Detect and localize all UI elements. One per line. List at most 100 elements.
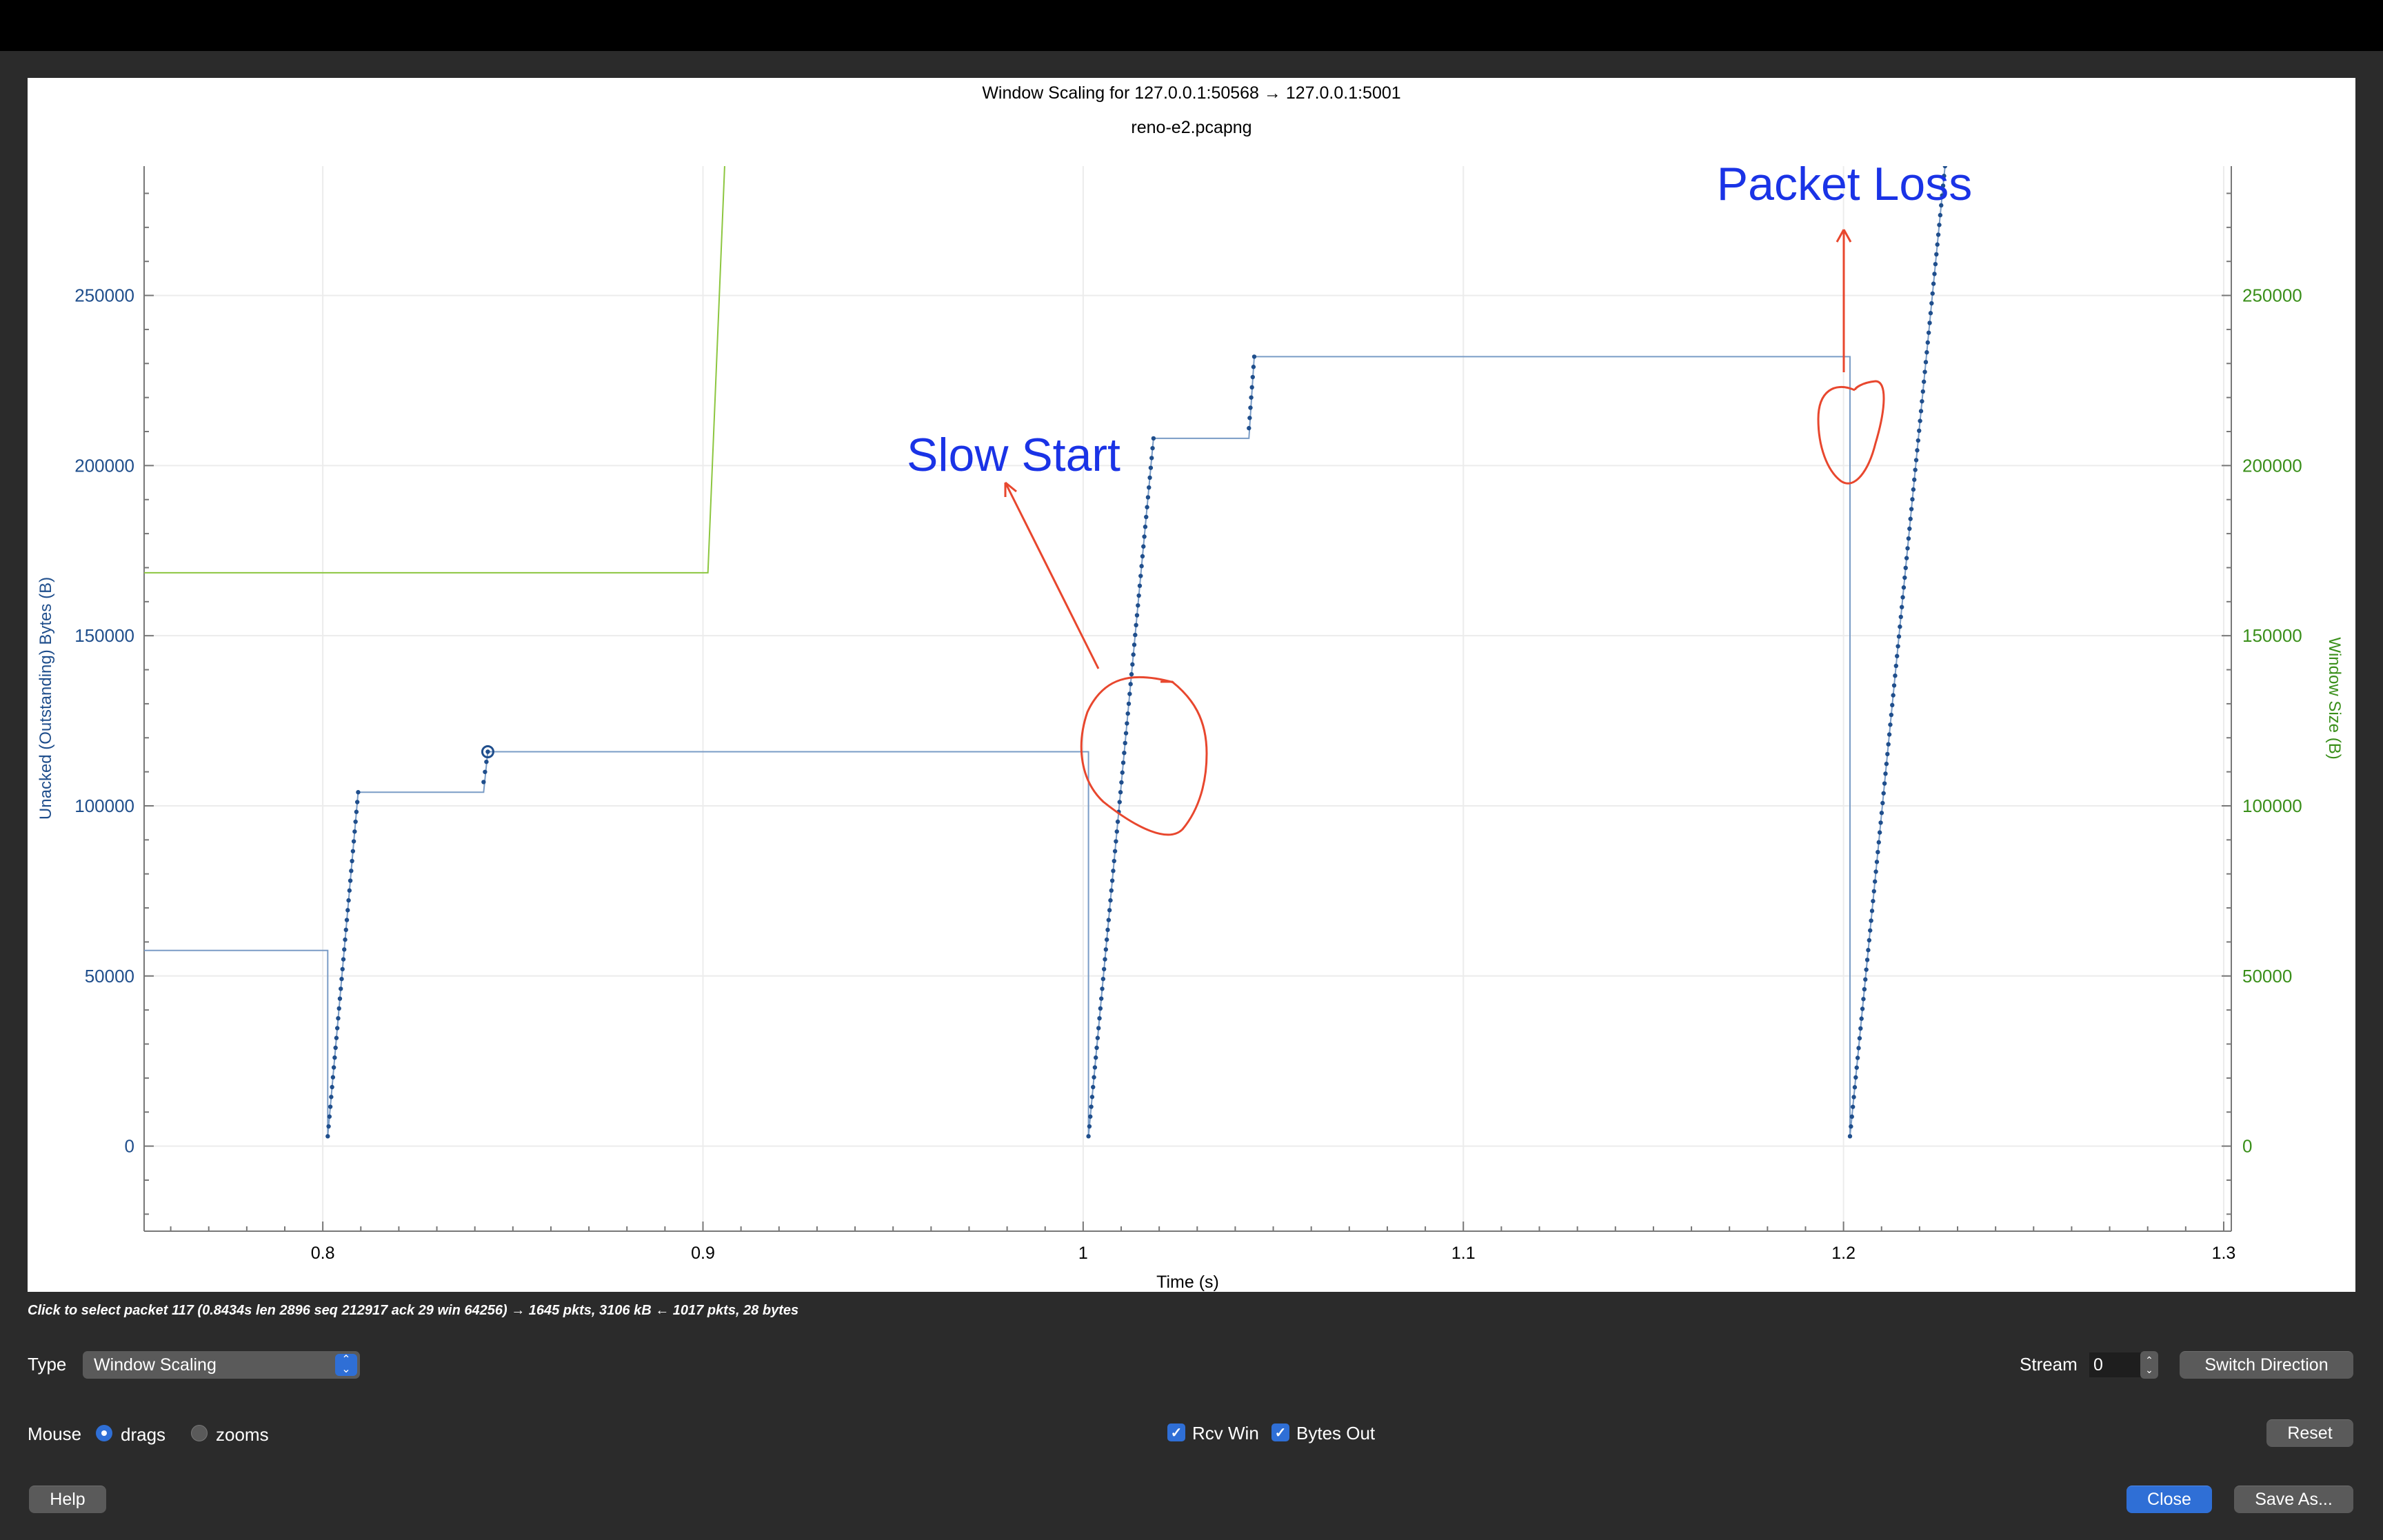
bytes-out-point[interactable] (1921, 379, 1927, 384)
bytes-out-point[interactable] (1885, 751, 1890, 757)
bytes-out-point[interactable] (1120, 760, 1126, 765)
bytes-out-point[interactable] (1139, 564, 1144, 569)
bytes-out-point[interactable] (485, 749, 490, 754)
bytes-out-point[interactable] (1134, 613, 1140, 618)
bytes-out-point[interactable] (1940, 183, 1946, 188)
bytes-out-point[interactable] (1922, 369, 1927, 374)
bytes-out-point[interactable] (1145, 505, 1149, 509)
bytes-out-point[interactable] (326, 1124, 331, 1129)
bytes-out-point[interactable] (484, 759, 489, 764)
bytes-out-point[interactable] (1930, 291, 1935, 296)
bytes-out-point[interactable] (1247, 416, 1252, 421)
bytes-out-point[interactable] (1918, 409, 1924, 414)
bytes-out-point[interactable] (1858, 1026, 1863, 1031)
bytes-out-point[interactable] (1887, 732, 1892, 737)
reset-button[interactable]: Reset (2266, 1419, 2353, 1447)
bytes-out-point[interactable] (483, 769, 487, 774)
bytes-out-point[interactable] (1898, 624, 1902, 629)
bytes-out-point[interactable] (356, 790, 361, 795)
bytes-out-point[interactable] (1862, 986, 1867, 992)
bytes-out-point[interactable] (1906, 536, 1911, 541)
bytes-out-point[interactable] (1852, 1085, 1858, 1090)
bytes-out-point[interactable] (1891, 693, 1896, 698)
bytes-out-point[interactable] (1112, 849, 1118, 853)
bytes-out-point[interactable] (1896, 644, 1900, 649)
bytes-out-point[interactable] (1134, 622, 1138, 628)
bytes-out-point[interactable] (1874, 860, 1880, 864)
bytes-out-point[interactable] (1126, 701, 1132, 707)
bytes-out-point[interactable] (1088, 1114, 1093, 1119)
bytes-out-point[interactable] (1131, 652, 1136, 657)
bytes-out-point[interactable] (1106, 918, 1112, 922)
bytes-out-point[interactable] (343, 927, 348, 933)
bytes-out-point[interactable] (350, 849, 356, 853)
bytes-out-point[interactable] (1928, 311, 1933, 316)
bytes-out-point[interactable] (1095, 1035, 1100, 1040)
bytes-out-point[interactable] (1108, 898, 1113, 903)
bytes-out-point[interactable] (352, 829, 357, 834)
bytes-out-point[interactable] (1923, 360, 1929, 365)
graph-type-select[interactable]: Window Scaling ⌃ ⌄ (83, 1351, 360, 1379)
bytes-out-point[interactable] (1880, 800, 1885, 806)
bytes-out-point[interactable] (1942, 164, 1948, 169)
bytes-out-point[interactable] (1129, 671, 1134, 677)
bytes-out-point[interactable] (1871, 889, 1876, 894)
bytes-out-point[interactable] (1879, 811, 1884, 815)
bytes-out-point[interactable] (339, 976, 344, 982)
bytes-out-point[interactable] (1850, 1104, 1856, 1109)
bytes-out-point[interactable] (1127, 691, 1132, 696)
bytes-out-point[interactable] (1867, 938, 1872, 943)
bytes-out-point[interactable] (1912, 477, 1917, 483)
bytes-out-point[interactable] (332, 1055, 337, 1060)
bytes-out-point[interactable] (1869, 909, 1875, 913)
mouse-drags-radio[interactable] (96, 1425, 112, 1441)
bytes-out-point[interactable] (354, 809, 359, 814)
bytes-out-point[interactable] (345, 908, 350, 913)
bytes-out-point[interactable] (346, 898, 351, 903)
bytes-out-point[interactable] (1100, 986, 1105, 991)
bytes-out-point[interactable] (1864, 967, 1869, 972)
bytes-out-point[interactable] (1140, 554, 1145, 559)
bytes-out-point[interactable] (1876, 840, 1881, 845)
bytes-out-point[interactable] (1138, 574, 1143, 578)
bytes-out-point[interactable] (1937, 223, 1942, 227)
bytes-out-point[interactable] (1101, 966, 1107, 972)
bytes-out-point[interactable] (1872, 879, 1878, 884)
bytes-out-point[interactable] (1938, 212, 1943, 218)
bytes-out-point[interactable] (1882, 781, 1887, 786)
bytes-out-checkbox[interactable]: ✓ (1271, 1424, 1289, 1441)
bytes-out-point[interactable] (1148, 465, 1154, 470)
bytes-out-point[interactable] (1107, 908, 1112, 913)
bytes-out-point[interactable] (1926, 330, 1931, 335)
bytes-out-point[interactable] (1860, 1006, 1865, 1011)
bytes-out-point[interactable] (1929, 301, 1934, 306)
bytes-out-point[interactable] (1932, 272, 1937, 276)
bytes-out-point[interactable] (1866, 948, 1871, 953)
bytes-out-point[interactable] (1916, 438, 1921, 443)
bytes-out-point[interactable] (1098, 1006, 1103, 1011)
bytes-out-point[interactable] (1087, 1124, 1092, 1129)
bytes-out-point[interactable] (1877, 830, 1882, 835)
bytes-out-point[interactable] (1109, 888, 1114, 893)
bytes-out-point[interactable] (336, 1006, 341, 1011)
bytes-out-point[interactable] (1893, 663, 1899, 669)
bytes-out-point[interactable] (1103, 957, 1107, 962)
bytes-out-point[interactable] (1150, 445, 1155, 451)
close-button[interactable]: Close (2126, 1486, 2212, 1513)
bytes-out-point[interactable] (1895, 654, 1900, 658)
bytes-out-point[interactable] (1868, 928, 1873, 933)
bytes-out-point[interactable] (1915, 448, 1920, 453)
bytes-out-point[interactable] (1904, 556, 1909, 560)
bytes-out-point[interactable] (1873, 869, 1878, 874)
bytes-out-point[interactable] (1933, 261, 1938, 267)
bytes-out-point[interactable] (1112, 858, 1116, 864)
switch-direction-button[interactable]: Switch Direction (2180, 1351, 2353, 1379)
bytes-out-point[interactable] (337, 996, 343, 1001)
bytes-out-point[interactable] (1927, 321, 1932, 325)
bytes-out-point[interactable] (341, 957, 346, 962)
bytes-out-point[interactable] (1855, 1055, 1860, 1060)
bytes-out-point[interactable] (1137, 583, 1143, 588)
bytes-out-point[interactable] (1249, 395, 1254, 400)
bytes-out-point[interactable] (1889, 712, 1894, 718)
bytes-out-point[interactable] (1918, 418, 1922, 423)
